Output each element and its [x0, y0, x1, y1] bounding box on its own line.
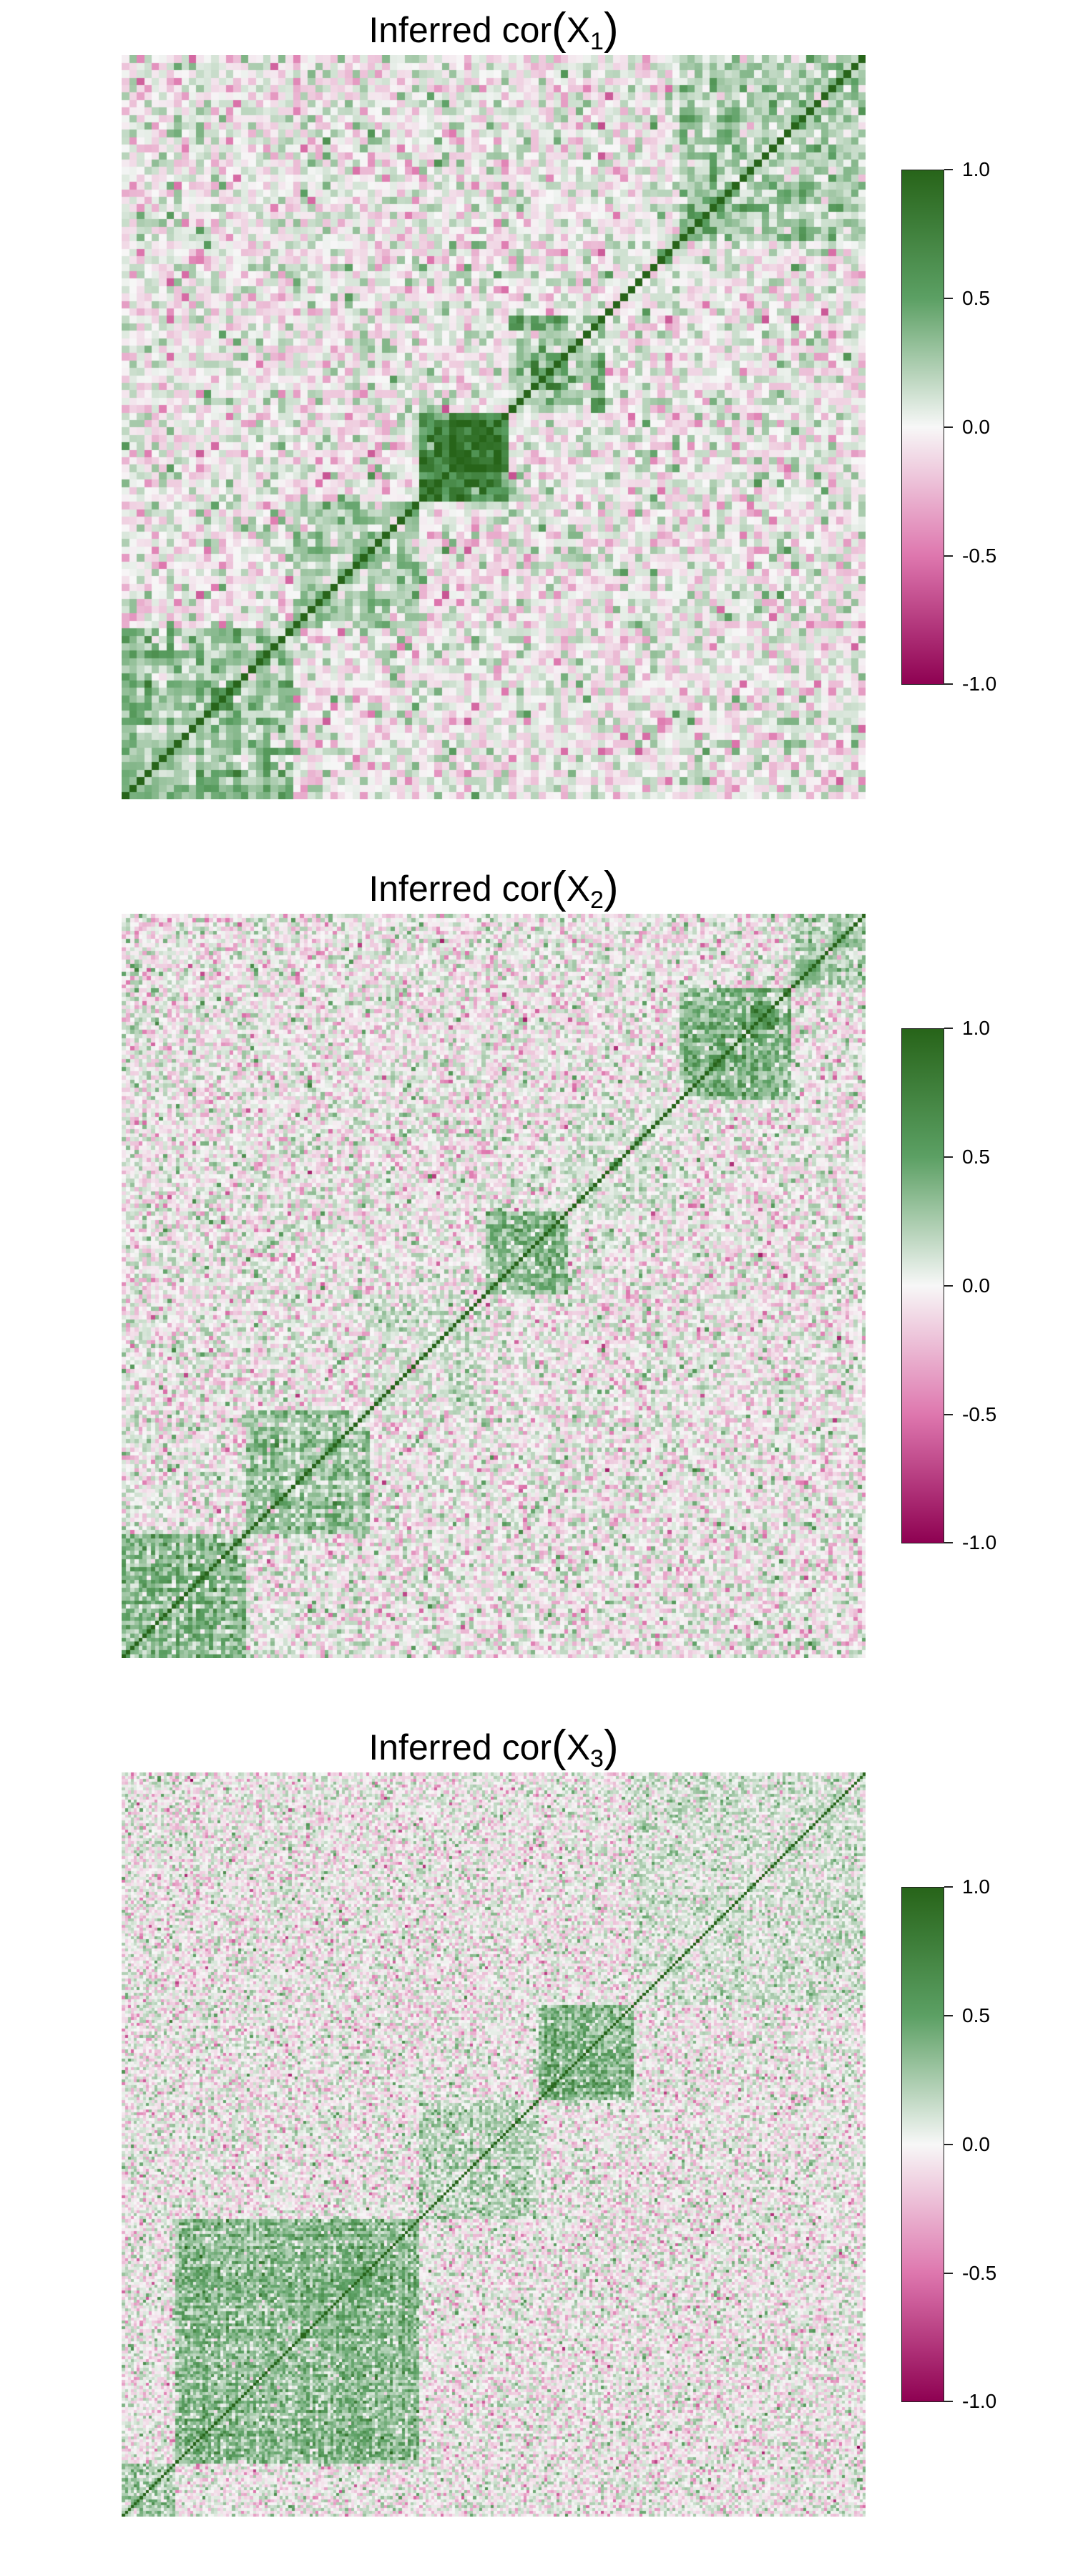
colorbar-label: -0.5 — [962, 545, 997, 567]
colorbar-label: 1.0 — [962, 1017, 990, 1039]
panel-x1: Inferred cor(X1) 1.0 0.5 0.0 -0.5 -1.0 — [0, 0, 1073, 859]
colorbar-tick — [944, 2015, 953, 2016]
title-subscript: 2 — [590, 887, 604, 914]
colorbar-label: -0.5 — [962, 1403, 997, 1425]
title-subscript: 1 — [590, 28, 604, 55]
colorbar-label: 0.5 — [962, 1146, 990, 1168]
title-paren-open: ( — [552, 863, 567, 912]
colorbar-tick — [944, 298, 953, 299]
title-text: Inferred cor — [368, 869, 552, 909]
colorbar-tick — [944, 1156, 953, 1158]
title-paren-open: ( — [552, 4, 567, 54]
title-paren-close: ) — [603, 1722, 619, 1771]
colorbar-label: 0.5 — [962, 2004, 990, 2026]
colorbar-label: -1.0 — [962, 2390, 997, 2412]
colorbar — [901, 170, 944, 685]
title-paren-close: ) — [603, 863, 619, 912]
colorbar-tick — [944, 683, 953, 685]
correlation-heatmap — [122, 914, 866, 1658]
colorbar-label: 1.0 — [962, 1875, 990, 1898]
colorbar-tick — [944, 2144, 953, 2145]
colorbar-label: 1.0 — [962, 158, 990, 180]
colorbar-tick — [944, 2401, 953, 2402]
colorbar-tick — [944, 2273, 953, 2274]
colorbar-label: -1.0 — [962, 1531, 997, 1553]
colorbar-label: 0.0 — [962, 2133, 990, 2155]
colorbar-tick — [944, 1542, 953, 1543]
colorbar-tick — [944, 426, 953, 428]
correlation-heatmap — [122, 55, 866, 799]
panel-x2: Inferred cor(X2) 1.0 0.5 0.0 -0.5 -1.0 — [0, 859, 1073, 1717]
panel-x3: Inferred cor(X3) 1.0 0.5 0.0 -0.5 -1.0 — [0, 1717, 1073, 2576]
title-text: Inferred cor — [368, 1727, 552, 1767]
title-variable: X — [566, 1727, 591, 1767]
panel-title: Inferred cor(X1) — [122, 4, 866, 55]
title-text: Inferred cor — [368, 10, 552, 50]
colorbar-tick — [944, 555, 953, 557]
colorbar-tick — [944, 1414, 953, 1415]
colorbar — [901, 1887, 944, 2402]
panel-title: Inferred cor(X3) — [122, 1722, 866, 1772]
colorbar-label: 0.5 — [962, 287, 990, 309]
colorbar — [901, 1028, 944, 1543]
colorbar-tick — [944, 169, 953, 170]
title-paren-open: ( — [552, 1722, 567, 1771]
colorbar-label: -1.0 — [962, 673, 997, 695]
colorbar-label: 0.0 — [962, 416, 990, 438]
panel-title: Inferred cor(X2) — [122, 863, 866, 914]
title-paren-close: ) — [603, 4, 619, 54]
title-subscript: 3 — [590, 1745, 604, 1772]
colorbar-tick — [944, 1285, 953, 1287]
colorbar-label: -0.5 — [962, 2262, 997, 2284]
colorbar-label: 0.0 — [962, 1274, 990, 1297]
colorbar-tick — [944, 1886, 953, 1888]
title-variable: X — [566, 10, 591, 50]
correlation-heatmap — [122, 1772, 866, 2517]
colorbar-tick — [944, 1028, 953, 1029]
title-variable: X — [566, 869, 591, 909]
